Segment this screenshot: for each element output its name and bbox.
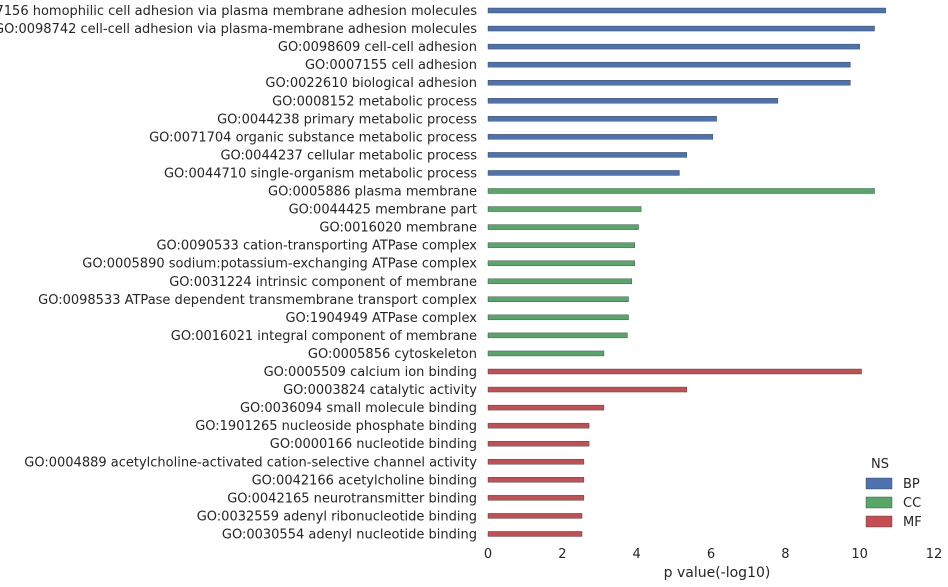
- legend-swatch-bp: [865, 477, 893, 490]
- x-axis-ticks: 0 2 4 6 8 10 12: [484, 547, 942, 562]
- category-label-15: GO:0031224 intrinsic component of membra…: [169, 275, 477, 290]
- category-label-10: GO:0005886 plasma membrane: [268, 185, 477, 200]
- bar-cc-19: [487, 350, 605, 357]
- bar-mf-29: [487, 531, 583, 537]
- bar-bp-0: [487, 7, 886, 14]
- x-tick-label-2: 4: [633, 547, 641, 562]
- bar-mf-24: [487, 441, 590, 447]
- bar-mf-23: [487, 422, 590, 429]
- legend-swatch-cc: [865, 496, 893, 509]
- legend-swatch-mf: [865, 515, 893, 528]
- category-label-11: GO:0044425 membrane part: [289, 203, 477, 218]
- category-label-18: GO:0016021 integral component of membran…: [171, 329, 477, 344]
- legend-label-mf: MF: [903, 515, 922, 530]
- legend: NS BP CC MF: [865, 457, 922, 530]
- bar-mf-28: [487, 513, 583, 519]
- category-label-2: GO:0098609 cell-cell adhesion: [278, 40, 477, 55]
- bar-mf-22: [487, 404, 605, 411]
- bar-bp-5: [487, 98, 779, 104]
- category-label-5: GO:0008152 metabolic process: [272, 94, 477, 109]
- category-label-1: GO:0098742 cell-cell adhesion via plasma…: [0, 22, 477, 37]
- bar-cc-15: [487, 278, 633, 284]
- category-label-22: GO:0036094 small molecule binding: [240, 401, 477, 416]
- x-tick-label-3: 6: [707, 547, 715, 562]
- category-label-14: GO:0005890 sodium:potassium-exchanging A…: [82, 257, 477, 272]
- bar-mf-26: [487, 477, 585, 483]
- category-label-4: GO:0022610 biological adhesion: [265, 76, 477, 91]
- bar-cc-14: [487, 260, 636, 266]
- category-label-20: GO:0005509 calcium ion binding: [264, 365, 477, 380]
- bar-mf-20: [487, 368, 862, 375]
- category-label-28: GO:0032559 adenyl ribonucleotide binding: [197, 509, 477, 524]
- category-label-17: GO:1904949 ATPase complex: [285, 311, 477, 326]
- legend-label-bp: BP: [903, 477, 920, 492]
- category-label-12: GO:0016020 membrane: [319, 221, 477, 236]
- bar-mf-27: [487, 495, 585, 501]
- category-label-9: GO:0044710 single-organism metabolic pro…: [164, 166, 477, 181]
- x-tick-label-6: 12: [926, 547, 943, 562]
- category-label-0: GO:0007156 homophilic cell adhesion via …: [0, 4, 477, 19]
- x-tick-label-5: 10: [851, 547, 868, 562]
- category-label-6: GO:0044238 primary metabolic process: [217, 112, 477, 127]
- x-tick-label-4: 8: [781, 547, 789, 562]
- bar-cc-17: [487, 314, 629, 321]
- x-tick-label-1: 2: [558, 547, 566, 562]
- bar-cc-16: [487, 296, 629, 302]
- category-label-7: GO:0071704 organic substance metabolic p…: [149, 130, 477, 145]
- category-label-8: GO:0044237 cellular metabolic process: [220, 148, 477, 163]
- bars-layer: [487, 7, 886, 537]
- category-label-23: GO:1901265 nucleoside phosphate binding: [195, 419, 477, 434]
- bar-bp-4: [487, 79, 851, 86]
- category-label-19: GO:0005856 cytoskeleton: [308, 347, 477, 362]
- bar-bp-8: [487, 152, 688, 158]
- bar-cc-12: [487, 224, 639, 230]
- category-label-25: GO:0004889 acetylcholine-activated catio…: [24, 455, 477, 470]
- bar-mf-25: [487, 459, 585, 465]
- legend-label-cc: CC: [903, 496, 921, 511]
- bar-bp-6: [487, 116, 717, 122]
- category-label-27: GO:0042165 neurotransmitter binding: [227, 491, 477, 506]
- category-label-24: GO:0000166 nucleotide binding: [270, 437, 477, 452]
- category-label-26: GO:0042166 acetylcholine binding: [252, 473, 477, 488]
- x-axis-title: p value(-log10): [664, 565, 771, 581]
- bar-mf-21: [487, 386, 688, 393]
- bar-bp-3: [487, 61, 851, 68]
- category-label-21: GO:0003824 catalytic activity: [283, 383, 477, 398]
- bar-cc-11: [487, 206, 642, 212]
- category-label-29: GO:0030554 adenyl nucleotide binding: [222, 527, 477, 542]
- category-label-3: GO:0007155 cell adhesion: [305, 58, 477, 73]
- legend-title: NS: [871, 457, 889, 472]
- category-labels: GO:0007156 homophilic cell adhesion via …: [0, 4, 477, 542]
- x-tick-label-0: 0: [484, 547, 492, 562]
- bar-bp-7: [487, 134, 714, 140]
- bar-bp-9: [487, 170, 680, 176]
- category-label-16: GO:0098533 ATPase dependent transmembran…: [38, 293, 477, 308]
- bar-bp-2: [487, 43, 860, 50]
- category-label-13: GO:0090533 cation-transporting ATPase co…: [156, 239, 477, 254]
- bar-cc-10: [487, 188, 875, 194]
- bar-cc-18: [487, 332, 628, 339]
- bar-bp-1: [487, 25, 875, 32]
- bar-cc-13: [487, 242, 636, 248]
